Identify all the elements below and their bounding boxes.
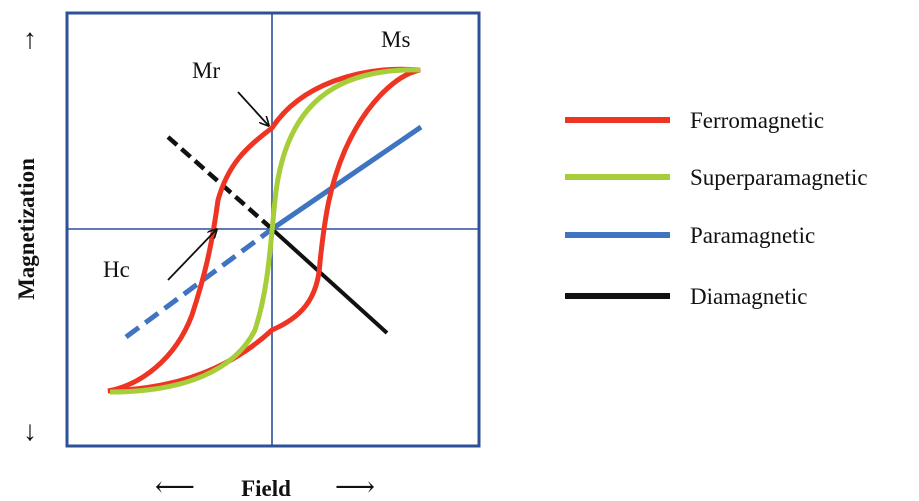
mr-label: Mr (192, 58, 220, 83)
ms-label: Ms (381, 27, 410, 52)
legend: Ferromagnetic Superparamagnetic Paramagn… (565, 108, 868, 309)
legend-label-superparamagnetic: Superparamagnetic (690, 165, 868, 190)
paramagnetic-curve-solid (270, 124, 423, 232)
legend-label-paramagnetic: Paramagnetic (690, 223, 815, 248)
legend-item-diamagnetic: Diamagnetic (565, 284, 808, 309)
legend-label-ferromagnetic: Ferromagnetic (690, 108, 824, 133)
legend-item-paramagnetic: Paramagnetic (565, 223, 815, 248)
y-axis-down-arrow-icon: ↓ (23, 416, 37, 447)
superparamagnetic-curve (109, 67, 421, 395)
x-axis-label: Field (241, 476, 291, 501)
paramagnetic-curve-dashed (124, 226, 274, 340)
hc-label: Hc (103, 257, 130, 282)
hc-pointer-arrow (167, 230, 216, 281)
diamagnetic-curve-dashed (166, 135, 274, 231)
x-axis-left-arrow-icon: ⟵ (155, 472, 195, 501)
mr-pointer-arrow (237, 91, 268, 125)
diamagnetic-curve-solid (270, 227, 389, 335)
y-axis-up-arrow-icon: ↑ (23, 24, 37, 55)
legend-item-ferromagnetic: Ferromagnetic (565, 108, 824, 133)
x-axis-right-arrow-icon: ⟶ (335, 472, 375, 501)
y-axis-label: Magnetization (14, 158, 39, 300)
legend-item-superparamagnetic: Superparamagnetic (565, 165, 868, 190)
ferromagnetic-hysteresis-loop (107, 66, 421, 394)
legend-label-diamagnetic: Diamagnetic (690, 284, 808, 309)
